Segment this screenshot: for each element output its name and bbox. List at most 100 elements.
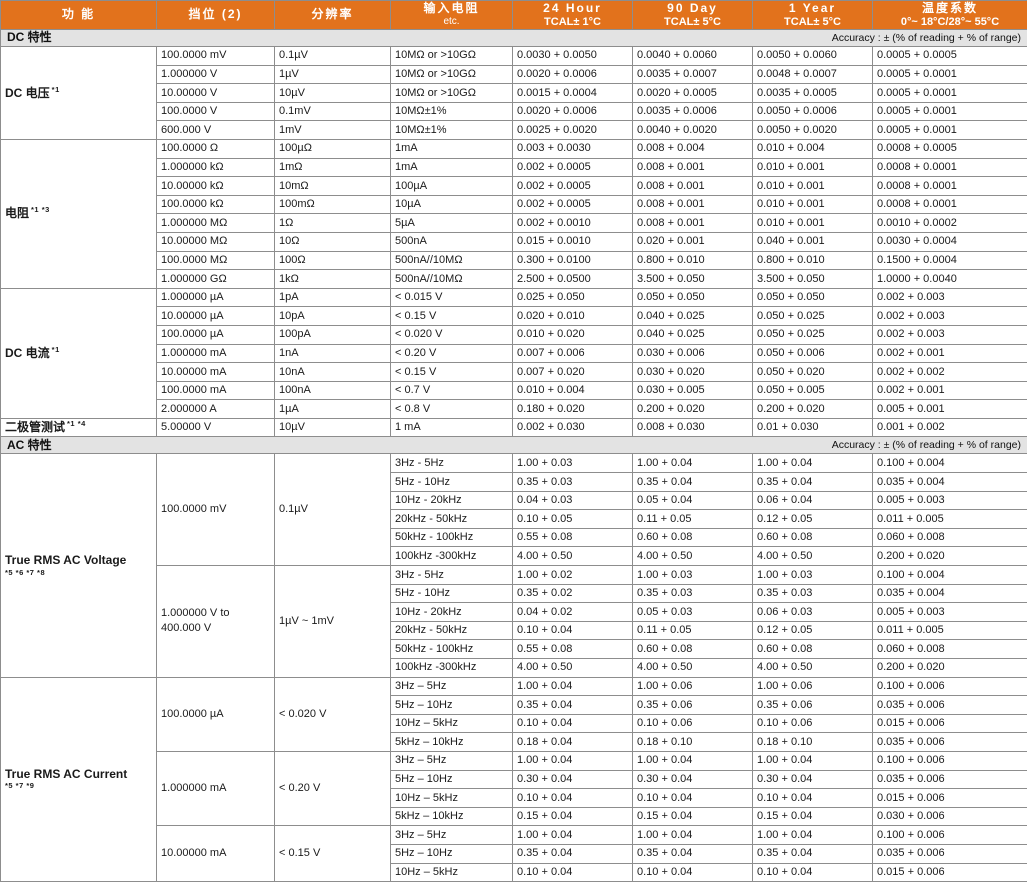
function-footnote-markers: *1 *3	[31, 205, 50, 214]
temperature-coefficient-cell: 0.015 + 0.006	[873, 789, 1027, 808]
temperature-coefficient-cell: 0.1500 + 0.0004	[873, 251, 1027, 270]
temperature-coefficient-cell: 0.035 + 0.004	[873, 584, 1027, 603]
resolution-cell: 10nA	[275, 363, 391, 382]
resolution-cell: 0.1µV	[275, 454, 391, 566]
accuracy-1year-cell: 4.00 + 0.50	[753, 659, 873, 678]
accuracy-24hour-cell: 0.10 + 0.04	[513, 863, 633, 882]
accuracy-90day-cell: 0.10 + 0.04	[633, 789, 753, 808]
frequency-band-cell: 5Hz - 10Hz	[391, 473, 513, 492]
accuracy-1year-cell: 0.35 + 0.06	[753, 696, 873, 715]
temperature-coefficient-cell: 0.0030 + 0.0004	[873, 232, 1027, 251]
accuracy-1year-cell: 0.60 + 0.08	[753, 640, 873, 659]
resolution-cell: 100mΩ	[275, 195, 391, 214]
frequency-band-cell: 5Hz - 10Hz	[391, 584, 513, 603]
column-header-title: 分辨率	[311, 7, 353, 21]
range-cell: 10.00000 MΩ	[157, 232, 275, 251]
temperature-coefficient-cell: 0.0005 + 0.0005	[873, 47, 1027, 66]
column-header-sub: TCAL± 5°C	[637, 16, 748, 29]
temperature-coefficient-cell: 0.002 + 0.003	[873, 325, 1027, 344]
function-label-text: True RMS AC Current	[5, 767, 127, 781]
temperature-coefficient-cell: 0.0010 + 0.0002	[873, 214, 1027, 233]
temperature-coefficient-cell: 0.011 + 0.005	[873, 510, 1027, 529]
accuracy-1year-cell: 0.0035 + 0.0005	[753, 84, 873, 103]
input-impedance-cell: 1mA	[391, 139, 513, 158]
range-cell: 100.0000 Ω	[157, 139, 275, 158]
section-banner-title: AC 特性	[7, 439, 52, 453]
accuracy-24hour-cell: 1.00 + 0.03	[513, 454, 633, 473]
accuracy-24hour-cell: 0.15 + 0.04	[513, 807, 633, 826]
accuracy-24hour-cell: 0.002 + 0.0005	[513, 158, 633, 177]
accuracy-90day-cell: 0.10 + 0.04	[633, 863, 753, 882]
accuracy-1year-cell: 3.500 + 0.050	[753, 270, 873, 289]
temperature-coefficient-cell: 0.002 + 0.002	[873, 363, 1027, 382]
accuracy-1year-cell: 0.0050 + 0.0006	[753, 102, 873, 121]
temperature-coefficient-cell: 0.015 + 0.006	[873, 714, 1027, 733]
frequency-band-cell: 100kHz -300kHz	[391, 659, 513, 678]
range-cell: 100.0000 MΩ	[157, 251, 275, 270]
accuracy-1year-cell: 0.10 + 0.04	[753, 789, 873, 808]
temperature-coefficient-cell: 0.035 + 0.006	[873, 844, 1027, 863]
resolution-cell: 100pA	[275, 325, 391, 344]
accuracy-90day-cell: 0.040 + 0.025	[633, 325, 753, 344]
accuracy-1year-cell: 0.010 + 0.001	[753, 177, 873, 196]
accuracy-1year-cell: 1.00 + 0.04	[753, 454, 873, 473]
accuracy-90day-cell: 0.60 + 0.08	[633, 528, 753, 547]
accuracy-24hour-cell: 2.500 + 0.0500	[513, 270, 633, 289]
accuracy-90day-cell: 0.008 + 0.001	[633, 195, 753, 214]
frequency-band-cell: 10Hz - 20kHz	[391, 491, 513, 510]
accuracy-90day-cell: 0.11 + 0.05	[633, 621, 753, 640]
accuracy-90day-cell: 0.35 + 0.04	[633, 473, 753, 492]
accuracy-1year-cell: 0.15 + 0.04	[753, 807, 873, 826]
range-line-1: 100.0000 mV	[161, 503, 226, 515]
temperature-coefficient-cell: 0.100 + 0.006	[873, 751, 1027, 770]
input-impedance-cell: 10MΩ±1%	[391, 121, 513, 140]
temperature-coefficient-cell: 0.001 + 0.002	[873, 418, 1027, 437]
range-cell: 10.00000 µA	[157, 307, 275, 326]
temperature-coefficient-cell: 0.002 + 0.001	[873, 381, 1027, 400]
accuracy-90day-cell: 1.00 + 0.03	[633, 566, 753, 585]
accuracy-90day-cell: 0.0040 + 0.0020	[633, 121, 753, 140]
accuracy-24hour-cell: 0.10 + 0.04	[513, 789, 633, 808]
accuracy-24hour-cell: 0.10 + 0.04	[513, 714, 633, 733]
temperature-coefficient-cell: 0.0005 + 0.0001	[873, 121, 1027, 140]
temperature-coefficient-cell: 0.060 + 0.008	[873, 528, 1027, 547]
accuracy-1year-cell: 0.0050 + 0.0060	[753, 47, 873, 66]
input-impedance-cell: 10µA	[391, 195, 513, 214]
accuracy-24hour-cell: 0.180 + 0.020	[513, 400, 633, 419]
accuracy-90day-cell: 1.00 + 0.06	[633, 677, 753, 696]
temperature-coefficient-cell: 0.0008 + 0.0001	[873, 195, 1027, 214]
temperature-coefficient-cell: 0.035 + 0.006	[873, 696, 1027, 715]
range-cell: 100.0000 mV	[157, 454, 275, 566]
function-label-text: DC 电压	[5, 86, 50, 100]
range-cell: 2.000000 A	[157, 400, 275, 419]
accuracy-1year-cell: 0.050 + 0.020	[753, 363, 873, 382]
temperature-coefficient-cell: 0.005 + 0.003	[873, 603, 1027, 622]
accuracy-90day-cell: 0.0035 + 0.0007	[633, 65, 753, 84]
frequency-band-cell: 5kHz – 10kHz	[391, 807, 513, 826]
accuracy-24hour-cell: 0.10 + 0.05	[513, 510, 633, 529]
temperature-coefficient-cell: 0.011 + 0.005	[873, 621, 1027, 640]
temperature-coefficient-cell: 0.0005 + 0.0001	[873, 84, 1027, 103]
accuracy-1year-cell: 0.050 + 0.025	[753, 325, 873, 344]
function-label-text: True RMS AC Voltage	[5, 553, 126, 567]
accuracy-24hour-cell: 1.00 + 0.04	[513, 677, 633, 696]
accuracy-1year-cell: 0.010 + 0.001	[753, 158, 873, 177]
frequency-band-cell: 5kHz – 10kHz	[391, 733, 513, 752]
range-cell: 1.000000 GΩ	[157, 270, 275, 289]
input-impedance-cell: 10MΩ or >10GΩ	[391, 47, 513, 66]
accuracy-1year-cell: 0.800 + 0.010	[753, 251, 873, 270]
accuracy-24hour-cell: 4.00 + 0.50	[513, 659, 633, 678]
accuracy-90day-cell: 0.030 + 0.020	[633, 363, 753, 382]
accuracy-90day-cell: 0.05 + 0.04	[633, 491, 753, 510]
section-banner-note: Accuracy : ± (% of reading + % of range)	[832, 32, 1021, 44]
resolution-cell: 10mΩ	[275, 177, 391, 196]
accuracy-90day-cell: 0.020 + 0.001	[633, 232, 753, 251]
range-cell: 1.000000 V	[157, 65, 275, 84]
